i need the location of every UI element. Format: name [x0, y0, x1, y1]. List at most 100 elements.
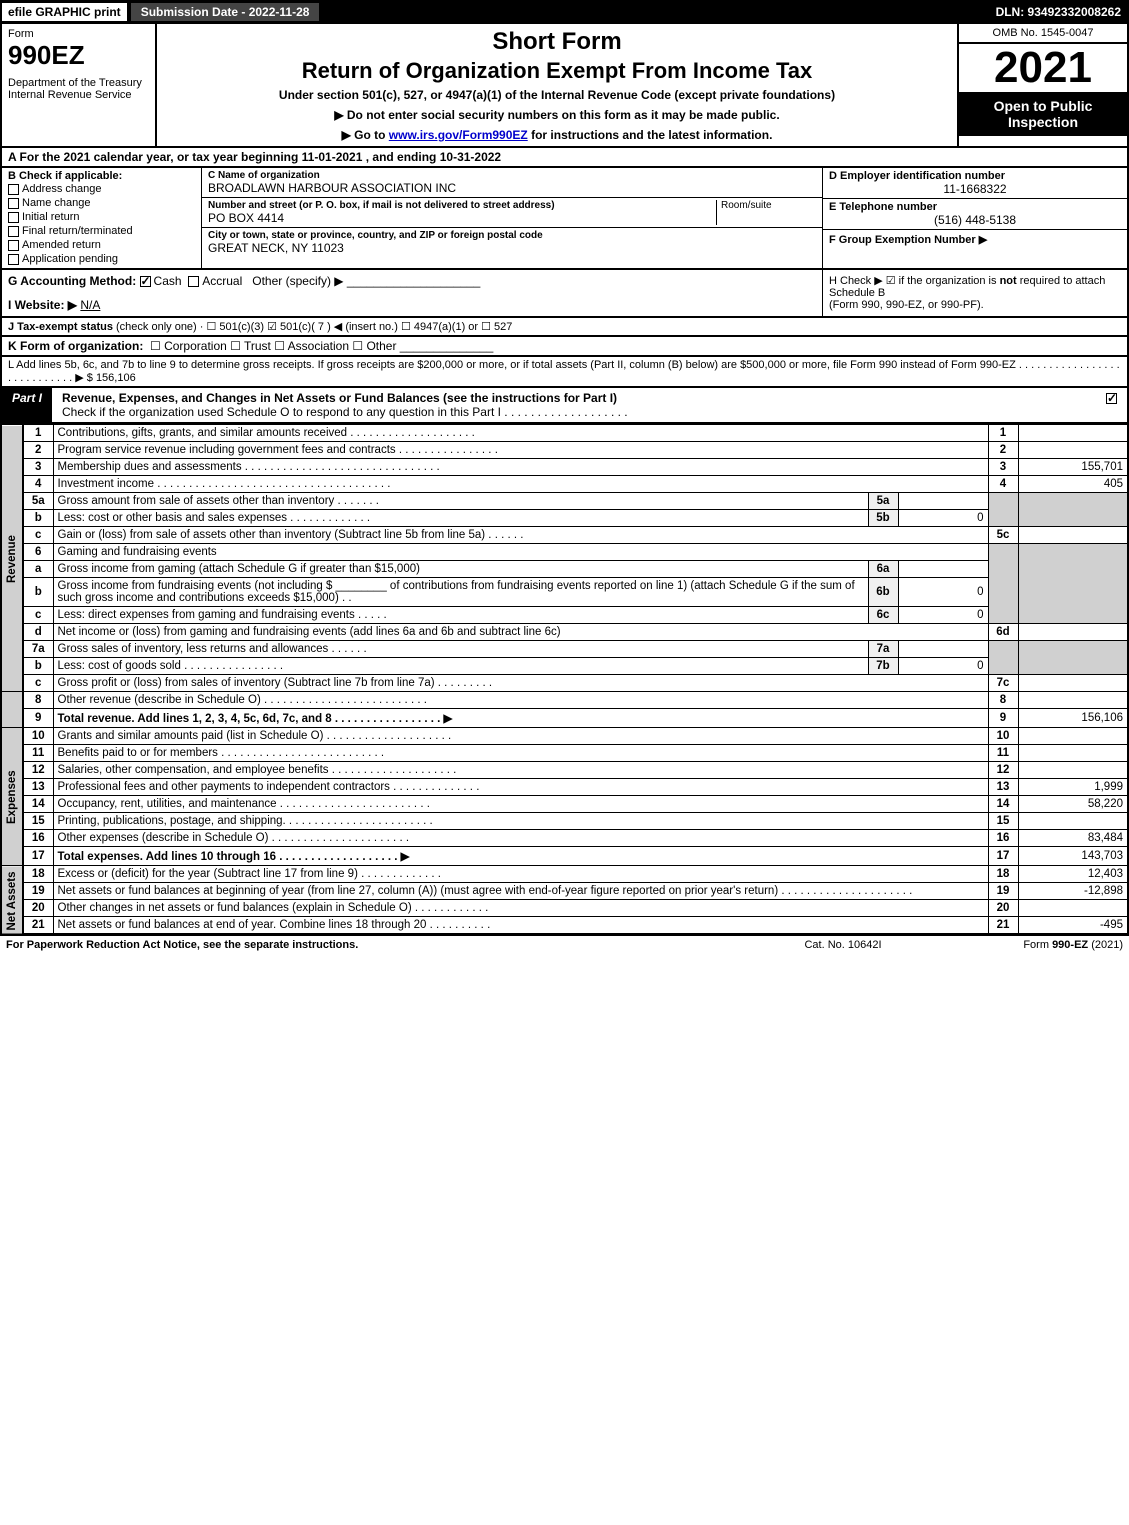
form-number: 990EZ: [8, 40, 149, 71]
val-17: 143,703: [1018, 847, 1128, 866]
k-opts: ☐ Corporation ☐ Trust ☐ Association ☐ Ot…: [150, 339, 396, 353]
ln-9: 9: [23, 709, 53, 728]
val-2: [1018, 442, 1128, 459]
side-rev2: [1, 692, 23, 728]
desc-7a: Gross sales of inventory, less returns a…: [53, 641, 868, 658]
desc-18: Excess or (deficit) for the year (Subtra…: [53, 866, 988, 883]
lines-table: Revenue 1 Contributions, gifts, grants, …: [0, 424, 1129, 935]
ein-label: D Employer identification number: [829, 170, 1121, 182]
chk-initial-return[interactable]: Initial return: [8, 210, 195, 224]
org-name-label: C Name of organization: [208, 170, 816, 181]
ln-13: 13: [23, 779, 53, 796]
chk-cash[interactable]: [140, 276, 151, 287]
efile-print-label[interactable]: efile GRAPHIC print: [0, 1, 129, 23]
sv-6b: 0: [898, 578, 988, 607]
desc-9: Total revenue. Add lines 1, 2, 3, 4, 5c,…: [53, 709, 988, 728]
desc-7c: Gross profit or (loss) from sales of inv…: [53, 675, 988, 692]
section-a: A For the 2021 calendar year, or tax yea…: [0, 148, 1129, 168]
ln-8: 8: [23, 692, 53, 709]
website-row: I Website: ▶ N/A: [8, 298, 816, 312]
org-city-block: City or town, state or province, country…: [202, 228, 822, 257]
chk-application-pending[interactable]: Application pending: [8, 252, 195, 266]
omb-number: OMB No. 1545-0047: [959, 24, 1127, 44]
rn-11: 11: [988, 745, 1018, 762]
ln-5b: b: [23, 510, 53, 527]
val-14: 58,220: [1018, 796, 1128, 813]
website-value: N/A: [80, 298, 100, 312]
org-name-value: BROADLAWN HARBOUR ASSOCIATION INC: [208, 181, 816, 195]
l-text: L Add lines 5b, 6c, and 7b to line 9 to …: [8, 359, 1120, 384]
section-l: L Add lines 5b, 6c, and 7b to line 9 to …: [0, 357, 1129, 388]
ein-block: D Employer identification number 11-1668…: [823, 168, 1127, 199]
val-6-shade: [1018, 544, 1128, 624]
desc-5b: Less: cost or other basis and sales expe…: [53, 510, 868, 527]
instr-post: for instructions and the latest informat…: [528, 128, 773, 142]
side-net-assets: Net Assets: [1, 866, 23, 935]
desc-15: Printing, publications, postage, and shi…: [53, 813, 988, 830]
val-13: 1,999: [1018, 779, 1128, 796]
ln-18: 18: [23, 866, 53, 883]
val-5ab-shade: [1018, 493, 1128, 527]
header-right: OMB No. 1545-0047 2021 Open to Public In…: [957, 24, 1127, 146]
ln-6: 6: [23, 544, 53, 561]
desc-2: Program service revenue including govern…: [53, 442, 988, 459]
val-8: [1018, 692, 1128, 709]
val-9: 156,106: [1018, 709, 1128, 728]
ln-15: 15: [23, 813, 53, 830]
desc-6: Gaming and fundraising events: [53, 544, 988, 561]
rn-19: 19: [988, 883, 1018, 900]
val-5c: [1018, 527, 1128, 544]
ln-10: 10: [23, 728, 53, 745]
chk-final-return[interactable]: Final return/terminated: [8, 224, 195, 238]
desc-4: Investment income . . . . . . . . . . . …: [53, 476, 988, 493]
rn-13: 13: [988, 779, 1018, 796]
sv-7a: [898, 641, 988, 658]
desc-6c: Less: direct expenses from gaming and fu…: [53, 607, 868, 624]
ln-4: 4: [23, 476, 53, 493]
footer-paperwork: For Paperwork Reduction Act Notice, see …: [6, 939, 743, 951]
val-7c: [1018, 675, 1128, 692]
header-center: Short Form Return of Organization Exempt…: [157, 24, 957, 146]
chk-accrual[interactable]: [188, 276, 199, 287]
desc-7b: Less: cost of goods sold . . . . . . . .…: [53, 658, 868, 675]
val-20: [1018, 900, 1128, 917]
sl-6b: 6b: [868, 578, 898, 607]
rn-16: 16: [988, 830, 1018, 847]
city-label: City or town, state or province, country…: [208, 230, 816, 241]
chk-name-change[interactable]: Name change: [8, 196, 195, 210]
ln-12: 12: [23, 762, 53, 779]
irs-link[interactable]: www.irs.gov/Form990EZ: [389, 128, 528, 142]
ln-1: 1: [23, 425, 53, 442]
main-title: Return of Organization Exempt From Incom…: [165, 58, 949, 84]
val-1: [1018, 425, 1128, 442]
rn-7ab-shade: [988, 641, 1018, 675]
desc-17: Total expenses. Add lines 10 through 16 …: [53, 847, 988, 866]
ln-17: 17: [23, 847, 53, 866]
ln-7a: 7a: [23, 641, 53, 658]
rn-1: 1: [988, 425, 1018, 442]
desc-19: Net assets or fund balances at beginning…: [53, 883, 988, 900]
side-revenue: Revenue: [1, 425, 23, 692]
sv-5a: [898, 493, 988, 510]
open-public-label: Open to Public Inspection: [959, 92, 1127, 136]
desc-5a: Gross amount from sale of assets other t…: [53, 493, 868, 510]
val-15: [1018, 813, 1128, 830]
rn-8: 8: [988, 692, 1018, 709]
val-11: [1018, 745, 1128, 762]
desc-11: Benefits paid to or for members . . . . …: [53, 745, 988, 762]
part-i-checkbox[interactable]: [1099, 388, 1127, 422]
rn-14: 14: [988, 796, 1018, 813]
val-19: -12,898: [1018, 883, 1128, 900]
sl-5a: 5a: [868, 493, 898, 510]
section-bcdef: B Check if applicable: Address change Na…: [0, 168, 1129, 270]
ln-11: 11: [23, 745, 53, 762]
chk-address-change[interactable]: Address change: [8, 182, 195, 196]
chk-amended-return[interactable]: Amended return: [8, 238, 195, 252]
sv-6c: 0: [898, 607, 988, 624]
ln-3: 3: [23, 459, 53, 476]
dept-label: Department of the Treasury Internal Reve…: [8, 77, 149, 101]
ln-7b: b: [23, 658, 53, 675]
addr-label: Number and street (or P. O. box, if mail…: [208, 200, 716, 211]
ln-6a: a: [23, 561, 53, 578]
ein-value: 11-1668322: [829, 182, 1121, 196]
